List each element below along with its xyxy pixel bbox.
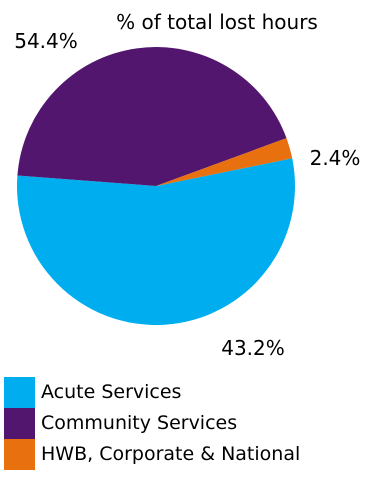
legend-label-community-services: Community Services	[41, 412, 238, 434]
pie-slices	[17, 47, 296, 326]
legend: Acute Services Community Services HWB, C…	[4, 377, 364, 470]
legend-swatch-community-services	[4, 408, 35, 439]
legend-label-acute-services: Acute Services	[41, 381, 182, 403]
pie-slice-acute-services	[17, 158, 296, 326]
pie-slice-community-services	[17, 47, 287, 186]
slice-label-community-services: 43.2%	[221, 336, 285, 360]
legend-swatch-hwb-corporate-national	[4, 439, 35, 470]
slice-label-acute-services: 54.4%	[14, 29, 78, 53]
pie-slice-hwb-corporate-national	[156, 138, 293, 186]
slice-labels: 54.4% 43.2% 2.4%	[14, 29, 360, 360]
legend-item-community-services: Community Services	[4, 408, 364, 439]
chart-title: % of total lost hours	[116, 10, 318, 34]
legend-swatch-acute-services	[4, 377, 35, 408]
legend-item-hwb-corporate-national: HWB, Corporate & National	[4, 439, 364, 470]
legend-label-hwb-corporate-national: HWB, Corporate & National	[41, 443, 301, 465]
slice-label-hwb-corporate-national: 2.4%	[310, 146, 361, 170]
legend-item-acute-services: Acute Services	[4, 377, 364, 408]
